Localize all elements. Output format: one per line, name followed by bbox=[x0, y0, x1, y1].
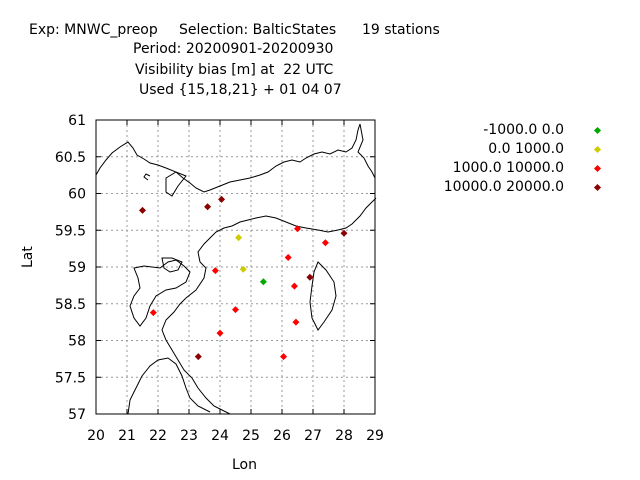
data-point bbox=[294, 225, 301, 233]
data-point bbox=[211, 267, 219, 275]
y-axis-label: Lat bbox=[20, 246, 36, 268]
y-tick-label: 58.5 bbox=[55, 297, 86, 313]
data-point bbox=[306, 273, 314, 281]
x-tick-label: 26 bbox=[273, 428, 291, 444]
title-experiment: Exp: MNWC_preop bbox=[29, 22, 158, 38]
x-tick-label: 24 bbox=[211, 428, 229, 444]
coastline bbox=[95, 123, 377, 415]
y-tick-label: 59.5 bbox=[55, 223, 86, 239]
data-point bbox=[239, 265, 247, 273]
legend-label: 0.0 1000.0 bbox=[488, 141, 564, 157]
data-point bbox=[232, 306, 239, 314]
title-used-hours: Used {15,18,21} + 01 04 07 bbox=[139, 82, 342, 98]
tick-marks: 20 21 22 23 24 25 26 27 28 29 57 57.5 58 58.5 59 59.5 60… bbox=[55, 113, 384, 444]
data-point bbox=[139, 206, 146, 214]
y-tick-label: 57 bbox=[68, 407, 86, 423]
data-point bbox=[340, 229, 348, 237]
legend-label: -1000.0 0.0 bbox=[483, 122, 564, 138]
data-point bbox=[204, 203, 212, 211]
x-tick-label: 20 bbox=[87, 428, 105, 444]
title-parameter: Visibility bias [m] at 22 UTC bbox=[135, 62, 334, 78]
data-point bbox=[280, 353, 288, 361]
data-point bbox=[149, 309, 157, 317]
data-point bbox=[235, 234, 243, 242]
x-axis-label: Lon bbox=[232, 457, 257, 473]
y-tick-label: 58 bbox=[68, 334, 86, 350]
data-point bbox=[194, 353, 202, 361]
x-tick-label: 27 bbox=[304, 428, 322, 444]
x-tick-label: 21 bbox=[118, 428, 136, 444]
data-point bbox=[321, 239, 329, 247]
legend-label: 1000.0 10000.0 bbox=[452, 160, 564, 176]
grid-lines bbox=[96, 120, 375, 414]
title-period: Period: 20200901-20200930 bbox=[133, 41, 334, 57]
data-point bbox=[292, 318, 300, 326]
legend-label: 10000.0 20000.0 bbox=[443, 179, 564, 195]
x-tick-label: 22 bbox=[149, 428, 167, 444]
data-point bbox=[290, 282, 298, 290]
x-tick-label: 29 bbox=[366, 428, 384, 444]
y-tick-label: 57.5 bbox=[55, 370, 86, 386]
title-selection: Selection: BalticStates bbox=[179, 22, 337, 38]
x-tick-label: 23 bbox=[180, 428, 198, 444]
x-tick-label: 25 bbox=[242, 428, 260, 444]
data-point bbox=[259, 278, 267, 286]
y-tick-label: 60.5 bbox=[55, 150, 86, 166]
data-points bbox=[139, 195, 348, 361]
data-point bbox=[218, 195, 226, 203]
y-tick-label: 60 bbox=[68, 187, 86, 203]
y-tick-label: 59 bbox=[68, 260, 86, 276]
data-point bbox=[216, 329, 224, 337]
data-point bbox=[284, 253, 292, 261]
title-station-count: 19 stations bbox=[362, 22, 440, 38]
y-tick-label: 61 bbox=[68, 113, 86, 129]
x-tick-label: 28 bbox=[335, 428, 353, 444]
